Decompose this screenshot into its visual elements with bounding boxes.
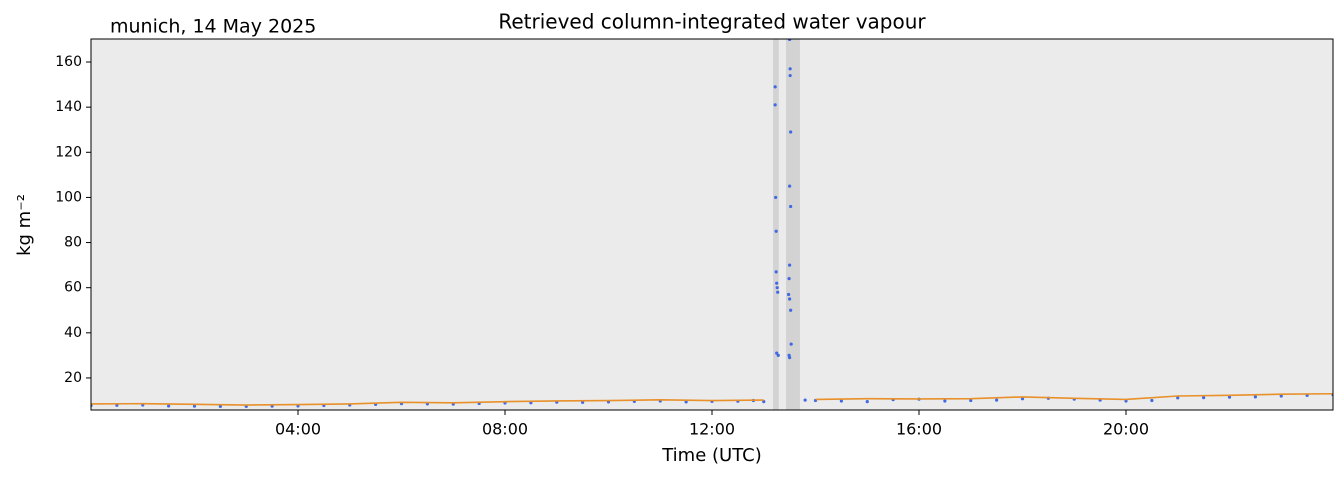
plot-frame	[90, 38, 1334, 411]
data-point	[1253, 395, 1257, 399]
y-axis-label: kg m⁻²	[14, 194, 35, 256]
y-tick-label: 80	[64, 235, 82, 251]
data-point	[218, 404, 222, 408]
data-point	[788, 39, 792, 42]
data-point	[167, 404, 171, 408]
data-point	[1020, 397, 1025, 401]
data-point	[684, 400, 688, 404]
data-point	[1202, 395, 1206, 400]
data-point	[943, 399, 947, 403]
data-point	[1227, 395, 1232, 399]
data-point	[776, 353, 780, 357]
shaded-span	[773, 39, 779, 410]
data-point	[775, 286, 779, 290]
x-tick-label: 12:00	[689, 420, 735, 439]
y-tick-label: 120	[55, 144, 82, 160]
y-tick-label: 20	[64, 370, 82, 386]
x-tick-label: 20:00	[1103, 420, 1149, 439]
data-point	[786, 292, 791, 297]
x-tick-label: 04:00	[275, 420, 321, 439]
x-axis-label: Time (UTC)	[661, 445, 762, 466]
data-point	[788, 356, 792, 360]
data-point	[1150, 398, 1154, 403]
data-point	[788, 67, 792, 71]
data-point	[776, 290, 780, 294]
data-point	[788, 297, 792, 301]
x-tick-label: 08:00	[482, 420, 528, 439]
data-point	[775, 351, 779, 355]
data-point	[773, 103, 777, 107]
data-point	[192, 404, 197, 408]
data-point	[788, 184, 792, 188]
y-tick-label: 100	[55, 189, 82, 205]
data-line	[91, 392, 1333, 406]
chart-subtitle: munich, 14 May 2025	[110, 16, 316, 38]
data-point	[789, 130, 793, 134]
data-point	[774, 229, 778, 233]
y-tick-label: 40	[64, 325, 82, 341]
data-point	[774, 195, 778, 200]
data-point	[1279, 394, 1283, 398]
data-point	[787, 277, 791, 281]
data-point	[789, 308, 793, 312]
data-point	[789, 342, 793, 346]
y-tick-label: 160	[55, 54, 82, 70]
data-point	[773, 85, 777, 89]
data-point	[995, 398, 999, 402]
data-point	[775, 281, 779, 285]
data-point	[788, 73, 792, 78]
y-tick-label: 140	[55, 99, 82, 115]
x-tick-label: 16:00	[896, 420, 942, 439]
y-tick-label: 60	[64, 280, 82, 296]
data-point	[865, 400, 869, 404]
data-point	[803, 398, 807, 402]
data-point	[789, 204, 793, 209]
chart-title: Retrieved column-integrated water vapour	[498, 10, 926, 34]
data-point	[774, 270, 778, 274]
data-point	[839, 399, 843, 403]
data-point	[1176, 396, 1180, 400]
data-point	[969, 398, 973, 403]
data-point	[788, 263, 792, 267]
plot-background	[91, 39, 1333, 410]
